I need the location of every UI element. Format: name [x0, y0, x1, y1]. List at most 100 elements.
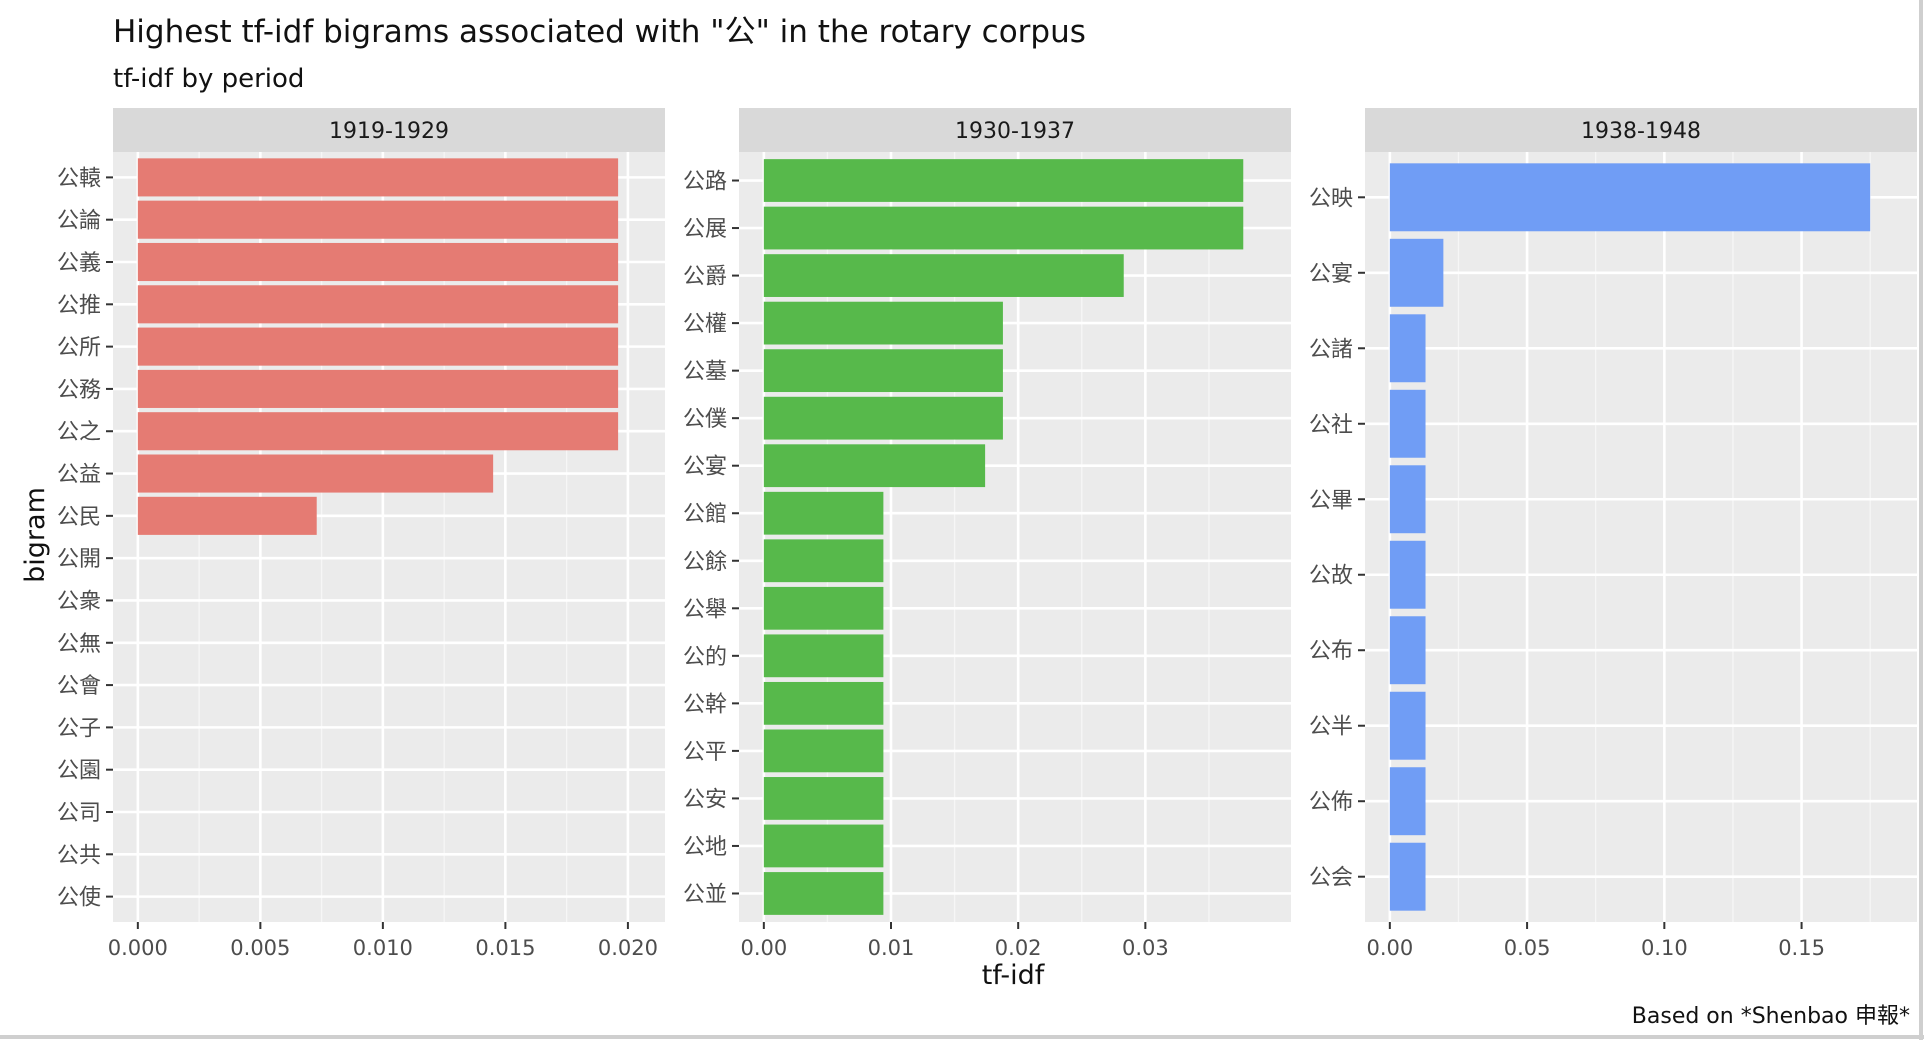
facet-panel-3: 1938-1948 0.00 0.05 0.10 0.15 公映公宴公諸公社公畢公故公布公…	[1309, 108, 1917, 960]
bar-公之	[137, 412, 619, 451]
y-tick-label: 公務	[57, 378, 101, 403]
facet-panel-1: 1919-1929 0.000 0.005 0.010 0.015 0.020 公轅公論公義…	[57, 108, 665, 960]
facet-strip	[739, 108, 1291, 152]
bar-公半	[1389, 691, 1426, 760]
bar-公幹	[763, 681, 884, 725]
bar-公墓	[763, 349, 1003, 393]
y-tick-label: 公所	[57, 336, 101, 361]
y-tick-label: 公論	[57, 209, 101, 234]
y-tick-label: 公館	[683, 502, 727, 527]
y-tick-label: 公益	[57, 463, 101, 488]
bar-公並	[763, 872, 884, 915]
y-axis-label: bigram	[20, 487, 51, 583]
x-tick-label: 0.000	[108, 936, 168, 960]
y-tick-label: 公平	[683, 740, 727, 765]
y-tick-label: 公諸	[1309, 337, 1353, 362]
x-tick-label: 0.020	[598, 936, 658, 960]
y-tick-label: 公宴	[683, 455, 727, 480]
y-tick-label: 公僕	[683, 407, 727, 432]
y-tick-label: 公布	[1309, 639, 1353, 664]
facet-strip-label: 1930-1937	[955, 119, 1075, 144]
y-tick-label: 公故	[1309, 564, 1353, 589]
bar-公会	[1389, 842, 1426, 911]
bar-公安	[763, 777, 884, 820]
bar-公地	[763, 824, 884, 868]
x-tick-label: 0.02	[995, 936, 1042, 960]
y-tick-label: 公園	[57, 759, 101, 784]
bar-公社	[1389, 389, 1426, 458]
facet-strip	[113, 108, 665, 152]
y-tick-label: 公推	[57, 293, 101, 318]
bar-公舉	[763, 586, 884, 630]
x-tick-label: 0.005	[230, 936, 290, 960]
facet-strip	[1365, 108, 1917, 152]
bar-公民	[137, 496, 317, 535]
y-tick-label: 公展	[683, 217, 727, 242]
x-tick-label: 0.10	[1641, 936, 1688, 960]
facet-strip-label: 1938-1948	[1581, 119, 1701, 144]
y-tick-label: 公爵	[683, 265, 727, 290]
bar-公展	[763, 206, 1244, 250]
facet-strip-label: 1919-1929	[329, 119, 449, 144]
y-tick-label: 公幹	[683, 692, 727, 717]
bar-公畢	[1389, 465, 1426, 534]
bar-公宴	[763, 444, 986, 488]
bar-公館	[763, 491, 884, 535]
panel-background	[1365, 152, 1917, 922]
y-tick-label: 公安	[683, 787, 727, 812]
bar-公推	[137, 285, 619, 324]
y-tick-label: 公的	[683, 645, 727, 670]
y-tick-label: 公義	[57, 251, 101, 276]
y-tick-label: 公司	[57, 801, 101, 826]
y-tick-label: 公會	[57, 674, 101, 699]
bar-公轅	[137, 158, 619, 197]
x-tick-label: 0.015	[475, 936, 535, 960]
chart-subtitle: tf-idf by period	[113, 64, 304, 94]
x-tick-label: 0.15	[1778, 936, 1825, 960]
bar-公論	[137, 200, 619, 239]
bar-公義	[137, 242, 619, 282]
x-tick-label: 0.00	[1366, 936, 1413, 960]
x-tick-label: 0.05	[1504, 936, 1551, 960]
chart-title: Highest tf-idf bigrams associated with "…	[113, 14, 1086, 50]
y-tick-label: 公之	[57, 420, 101, 445]
bar-公權	[763, 301, 1003, 345]
bar-公諸	[1389, 314, 1426, 383]
y-tick-label: 公舉	[683, 597, 727, 622]
y-tick-label: 公半	[1309, 715, 1353, 740]
y-tick-label: 公民	[57, 505, 101, 530]
y-tick-label: 公衆	[57, 589, 101, 614]
bar-公布	[1389, 616, 1426, 685]
bar-公的	[763, 634, 884, 678]
bar-公爵	[763, 254, 1124, 297]
bar-公宴	[1389, 238, 1444, 307]
facet-panels: 1919-1929 0.000 0.005 0.010 0.015 0.020 公轅公論公義…	[57, 108, 1917, 960]
bar-公餘	[763, 539, 884, 583]
y-tick-label: 公轅	[57, 166, 101, 191]
chart-caption: Based on *Shenbao 申報*	[1632, 1004, 1910, 1029]
y-tick-label: 公畢	[1309, 488, 1353, 513]
y-tick-label: 公会	[1309, 866, 1353, 891]
x-tick-label: 0.00	[740, 936, 787, 960]
y-tick-label: 公宴	[1309, 262, 1353, 287]
x-tick-label: 0.010	[353, 936, 413, 960]
bar-公務	[137, 369, 619, 408]
bar-公佈	[1389, 767, 1426, 836]
y-tick-label: 公並	[683, 882, 727, 907]
y-tick-label: 公社	[1309, 413, 1353, 438]
x-tick-label: 0.03	[1122, 936, 1169, 960]
y-tick-label: 公無	[57, 632, 101, 657]
y-tick-label: 公餘	[683, 550, 727, 575]
y-tick-label: 公地	[683, 835, 727, 860]
bar-公平	[763, 729, 884, 773]
y-tick-label: 公使	[57, 886, 101, 911]
facet-panel-2: 1930-1937 0.00 0.01 0.02 0.03 公路公展公爵公權公墓公僕公宴公…	[683, 108, 1291, 960]
y-tick-label: 公共	[57, 843, 101, 868]
bar-公故	[1389, 540, 1426, 609]
bar-公僕	[763, 396, 1003, 440]
bar-公所	[137, 327, 619, 366]
y-tick-label: 公開	[57, 547, 101, 572]
y-tick-label: 公墓	[683, 360, 727, 385]
